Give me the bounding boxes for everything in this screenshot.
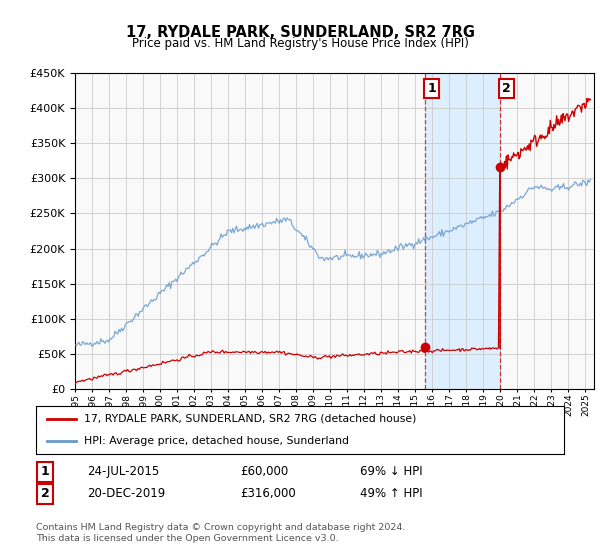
Text: £316,000: £316,000 [240, 487, 296, 501]
Text: 20-DEC-2019: 20-DEC-2019 [87, 487, 165, 501]
Text: 2: 2 [502, 82, 511, 95]
Text: 69% ↓ HPI: 69% ↓ HPI [360, 465, 422, 478]
Text: HPI: Average price, detached house, Sunderland: HPI: Average price, detached house, Sund… [83, 436, 349, 446]
Text: Price paid vs. HM Land Registry's House Price Index (HPI): Price paid vs. HM Land Registry's House … [131, 37, 469, 50]
Text: £60,000: £60,000 [240, 465, 288, 478]
Text: 2: 2 [41, 487, 49, 501]
Text: 49% ↑ HPI: 49% ↑ HPI [360, 487, 422, 501]
Text: 17, RYDALE PARK, SUNDERLAND, SR2 7RG: 17, RYDALE PARK, SUNDERLAND, SR2 7RG [125, 25, 475, 40]
Bar [425, 73, 500, 389]
Text: 24-JUL-2015: 24-JUL-2015 [87, 465, 159, 478]
Text: 17, RYDALE PARK, SUNDERLAND, SR2 7RG (detached house): 17, RYDALE PARK, SUNDERLAND, SR2 7RG (de… [83, 414, 416, 424]
Text: 1: 1 [427, 82, 436, 95]
Text: 1: 1 [41, 465, 49, 478]
Text: Contains HM Land Registry data © Crown copyright and database right 2024.
This d: Contains HM Land Registry data © Crown c… [36, 524, 406, 543]
